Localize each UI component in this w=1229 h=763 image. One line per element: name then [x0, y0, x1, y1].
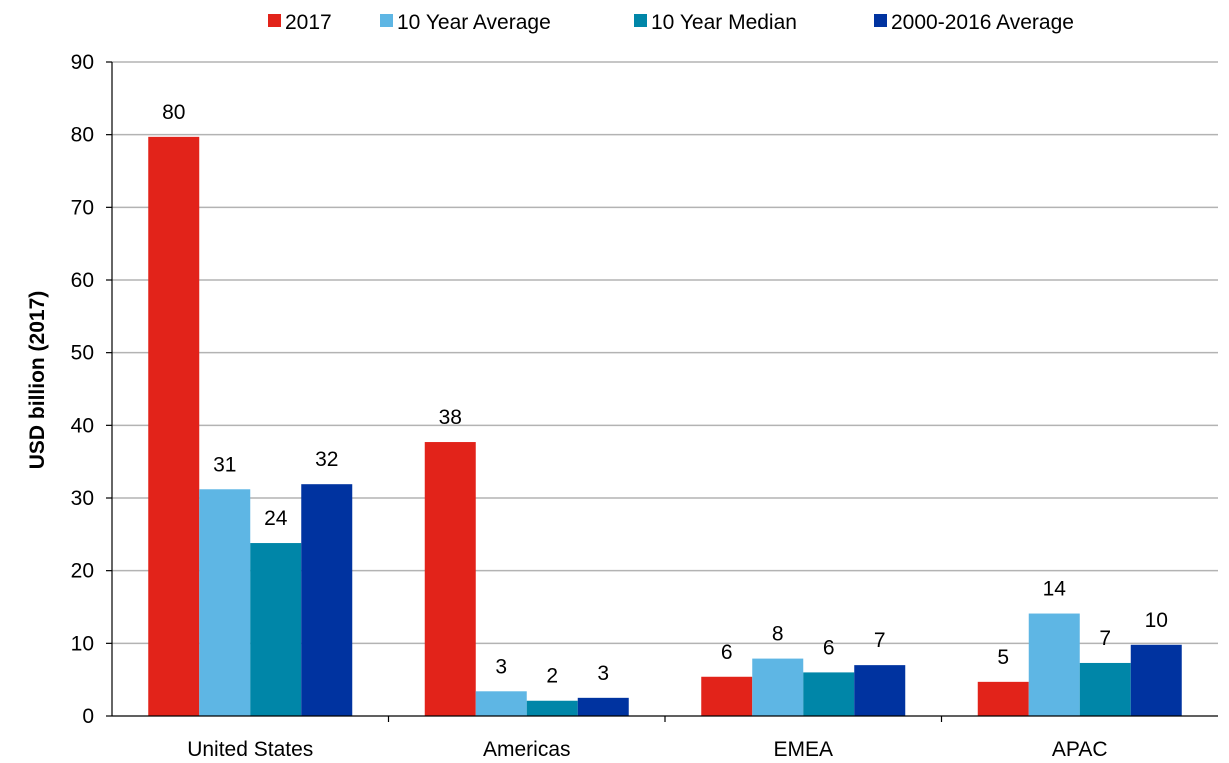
legend-swatch: [874, 14, 887, 27]
bar: [577, 697, 629, 716]
data-label: 10: [1145, 609, 1168, 632]
bar: [803, 672, 855, 716]
data-label: 24: [264, 507, 288, 530]
bar: [424, 442, 476, 716]
bar: [1130, 644, 1182, 716]
x-axis-ticks: United States Americas EMEA APAC: [187, 716, 1108, 761]
data-label: 6: [823, 636, 835, 659]
bar: [199, 489, 251, 716]
legend-swatch: [634, 14, 647, 27]
category-label: APAC: [1052, 738, 1108, 761]
data-label: 2: [546, 665, 558, 688]
bar: [752, 658, 804, 716]
data-label: 5: [997, 646, 1009, 669]
bar: [854, 665, 906, 716]
data-label: 7: [874, 629, 886, 652]
data-label: 8: [772, 623, 784, 646]
y-tick-label: 50: [71, 342, 94, 365]
data-label: 31: [213, 453, 236, 476]
bars: [148, 136, 1182, 716]
data-label: 32: [315, 448, 338, 471]
bar: [977, 681, 1029, 716]
y-tick-label: 70: [71, 196, 94, 219]
category-label: United States: [187, 738, 313, 761]
category-label: EMEA: [773, 738, 833, 761]
y-tick-label: 90: [71, 51, 94, 74]
data-label: 3: [597, 662, 609, 685]
data-label: 7: [1099, 627, 1111, 650]
bar: [701, 676, 753, 716]
y-tick-label: 30: [71, 487, 94, 510]
bar: [250, 543, 302, 716]
data-label: 80: [162, 101, 185, 124]
legend-swatch: [380, 14, 393, 27]
y-tick-label: 20: [71, 560, 94, 583]
bar: [1079, 662, 1131, 716]
data-label: 6: [721, 641, 733, 664]
bar: [301, 484, 353, 716]
data-label: 14: [1043, 578, 1067, 601]
y-tick-label: 0: [82, 705, 94, 728]
legend-label: 10 Year Median: [651, 11, 797, 34]
legend-label: 2000-2016 Average: [891, 11, 1074, 34]
legend: 2017 10 Year Average 10 Year Median 2000-20…: [268, 11, 1074, 34]
y-axis-ticks: 0 10 20 30 40 50 60 70 80 90: [71, 51, 112, 728]
bar: [475, 691, 527, 716]
bar: [526, 700, 578, 716]
legend-swatch: [268, 14, 281, 27]
legend-label: 10 Year Average: [397, 11, 551, 34]
y-tick-label: 60: [71, 269, 94, 292]
legend-label: 2017: [285, 11, 332, 34]
y-tick-label: 80: [71, 124, 94, 147]
y-tick-label: 10: [71, 632, 94, 655]
category-label: Americas: [483, 738, 571, 761]
bar: [1028, 613, 1080, 716]
bar: [148, 136, 200, 716]
data-label: 38: [439, 406, 462, 429]
data-label: 3: [495, 655, 507, 678]
y-tick-label: 40: [71, 414, 94, 437]
y-axis-title: USD billion (2017): [26, 291, 49, 470]
